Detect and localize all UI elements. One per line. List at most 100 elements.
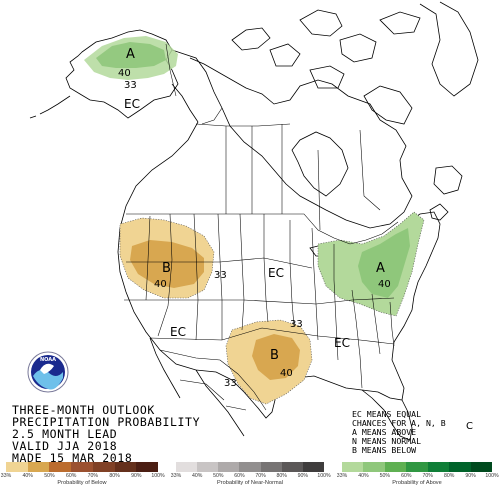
legend-swatch — [427, 462, 450, 472]
legend-swatch — [6, 462, 28, 472]
legend-tick-label: 80% — [443, 473, 455, 479]
key-line-4: N MEANS NORMAL — [352, 436, 422, 446]
legend-swatch — [302, 462, 324, 472]
newfoundland — [433, 165, 463, 195]
legend-swatch — [384, 462, 407, 472]
alaska-coast — [65, 29, 179, 119]
noaa-logo: NOAA — [27, 351, 69, 393]
legend-above-ticks: 33% 40% 50% 60% 70% 80% 90% 100% — [337, 472, 499, 480]
legend-tick-label: 80% — [109, 473, 120, 479]
southeast-ec-label: EC — [334, 336, 350, 350]
legend-tick-label: 60% — [401, 473, 412, 479]
political-borders — [124, 43, 399, 411]
legend-tick-label: 50% — [379, 473, 391, 479]
title-line-2: PRECIPITATION PROBABILITY — [12, 415, 201, 429]
northwest-b-label: B — [162, 261, 171, 276]
legend-below-title: Probability of Below — [57, 480, 107, 486]
legend-above-swatches — [342, 462, 492, 472]
key-line-5: B MEANS BELOW — [352, 445, 417, 455]
legend-swatch — [449, 462, 471, 472]
mexico-state-lines — [179, 379, 247, 411]
baffin-island — [363, 85, 413, 125]
baja — [149, 337, 181, 399]
alaska-ec-label: EC — [124, 97, 140, 111]
us-state-lines-central — [263, 214, 339, 361]
ak-40-label: 40 — [118, 68, 131, 79]
legend-swatch — [114, 462, 137, 472]
legend-below-swatches — [6, 462, 159, 472]
sp-40-label: 40 — [280, 368, 293, 379]
canada-province-line-1 — [195, 123, 291, 127]
legend-swatch — [363, 462, 385, 472]
legend-tick-label: 70% — [87, 473, 99, 479]
legend-tick-label: 90% — [465, 473, 476, 479]
small-c-label: C — [466, 421, 473, 432]
alaska-yukon-border — [165, 43, 177, 97]
legend-tick-label: 80% — [276, 473, 287, 479]
legend-swatch — [260, 462, 282, 472]
legend-tick-label: 40% — [191, 473, 203, 479]
us-canada-border — [126, 213, 399, 245]
legend-tick-label: 90% — [131, 473, 142, 479]
legend-swatch — [218, 462, 240, 472]
title-line-3: 2.5 MONTH LEAD — [12, 427, 118, 441]
legend-swatch — [71, 462, 93, 472]
us-state-lines-horizontal — [124, 257, 395, 345]
legend-tick-label: 70% — [255, 473, 266, 479]
southwest-ec-label: EC — [170, 325, 186, 339]
contour-lines — [119, 211, 425, 405]
legend-tick-label: 100% — [317, 473, 331, 479]
legend-normal: 33% 40% 50% 60% 70% 80% 90% 100% Probability of… — [171, 462, 331, 490]
mexico-coast — [195, 369, 245, 437]
ne-40-label: 40 — [378, 279, 391, 290]
legend-swatch — [406, 462, 428, 472]
title-line-5: MADE 15 MAR 2018 — [12, 451, 133, 465]
us-mexico-border — [159, 349, 267, 411]
legend-swatch — [27, 462, 50, 472]
arctic-island-4 — [339, 33, 377, 63]
sp-below-40 — [252, 334, 300, 380]
hudson-bay — [291, 131, 349, 197]
sp-33b-label: 33 — [224, 378, 237, 389]
alaska-above-40 — [96, 42, 166, 68]
us-state-lines-west — [145, 213, 245, 341]
legend-swatch — [136, 462, 159, 472]
greenland-edge — [419, 1, 479, 97]
key-line-1: EC MEANS EQUAL — [352, 409, 422, 419]
legend-tick-label: 70% — [422, 473, 433, 479]
noaa-logo-text: NOAA — [40, 357, 56, 363]
legend-swatch — [281, 462, 303, 472]
title-line-1: THREE-MONTH OUTLOOK — [12, 403, 155, 417]
arctic-island-5 — [379, 11, 421, 35]
sp-33a-label: 33 — [290, 319, 303, 330]
arctic-island-1 — [231, 27, 271, 51]
us-state-lines-east — [351, 289, 395, 389]
legend-tick-label: 33% — [170, 473, 182, 479]
northeast-a-label: A — [376, 261, 385, 276]
arctic-island-2 — [269, 43, 301, 67]
florida — [361, 389, 413, 441]
legend-above: 33% 40% 50% 60% 70% 80% 90% 100% Probability of… — [337, 462, 499, 490]
legend-tick-label: 50% — [44, 473, 55, 479]
legend-swatch — [470, 462, 492, 472]
legend-tick-label: 100% — [485, 473, 499, 479]
legend-normal-ticks: 33% 40% 50% 60% 70% 80% 90% 100% — [171, 472, 331, 480]
legend-above-title: Probability of Above — [392, 480, 442, 486]
legend-below: 33% 40% 50% 60% 70% 80% 90% 100% Probability of… — [1, 462, 165, 490]
legend-below-ticks: 33% 40% 50% 60% 70% 80% 90% 100% — [1, 472, 165, 480]
legend-tick-label: 50% — [213, 473, 224, 479]
key-line-2: CHANCES FOR A, N, B — [352, 418, 446, 428]
title-line-4: VALID JJA 2018 — [12, 439, 118, 453]
legend-swatch — [342, 462, 364, 472]
central-ec-label: EC — [268, 266, 284, 280]
legend-tick-label: 100% — [151, 473, 165, 479]
legend-tick-label: 60% — [234, 473, 245, 479]
nova-scotia — [429, 203, 449, 221]
ne-contour-33 — [317, 211, 425, 317]
legend-swatch — [197, 462, 219, 472]
nw-contour-33 — [119, 217, 215, 299]
legend-tick-label: 33% — [0, 473, 12, 479]
alaska-a-label: A — [126, 47, 135, 62]
alaska-panhandle — [171, 83, 199, 123]
